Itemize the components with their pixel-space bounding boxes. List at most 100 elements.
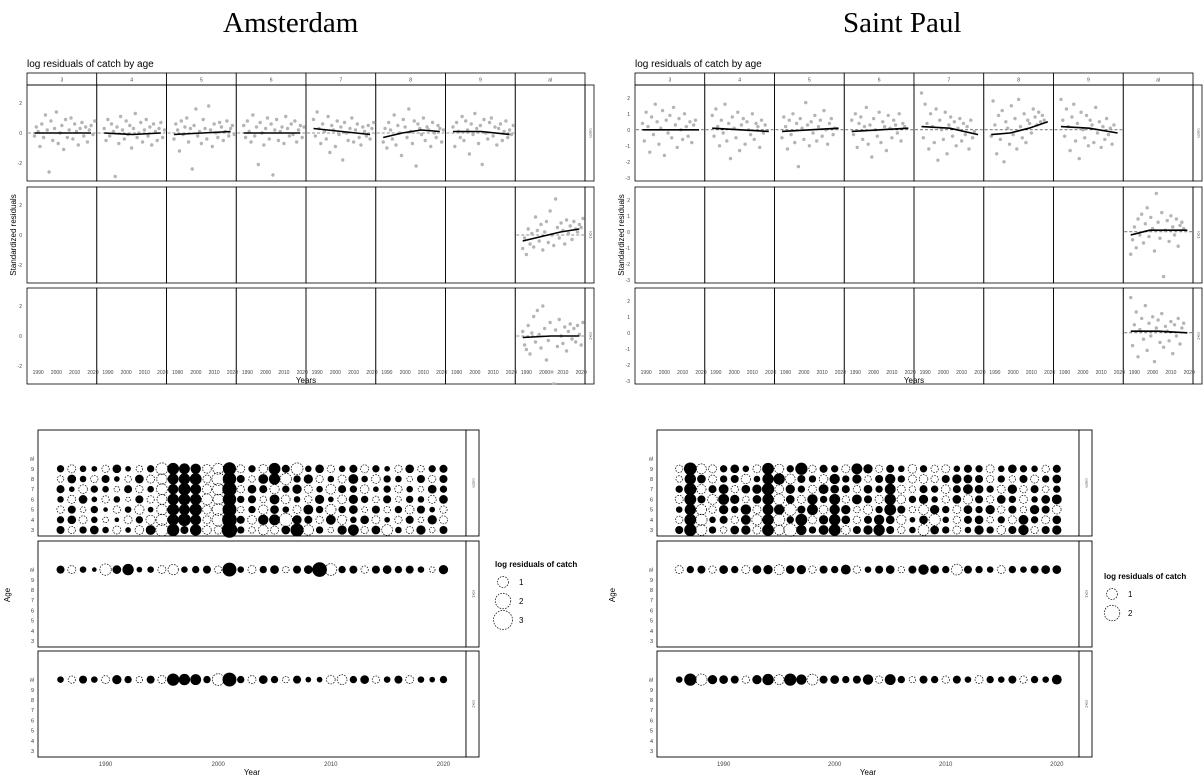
residual-point [564, 218, 569, 222]
y-tick-label: -3 [626, 379, 631, 385]
catch-residual-bubble [189, 473, 202, 485]
residual-point [899, 139, 903, 143]
idx1-residual-bubble [91, 567, 97, 572]
catch-residual-bubble [146, 495, 155, 504]
y-tick-label: 1 [627, 112, 630, 118]
idx2-residual-bubble [842, 675, 850, 684]
catch-residual-bubble [773, 473, 785, 485]
age-tick-label: 9 [650, 467, 653, 473]
catch-residual-bubble [841, 515, 851, 525]
residual-point [82, 134, 86, 138]
idx2-residual-bubble [316, 676, 323, 683]
residual-point [793, 140, 797, 145]
idx1-residual-bubble [864, 566, 872, 573]
catch-residual-bubble [695, 524, 708, 536]
residual-point [394, 143, 398, 147]
catch-residual-bubble [258, 474, 269, 484]
y-tick-label: 0 [19, 233, 22, 239]
catch-residual-bubble [917, 524, 930, 536]
catch-residual-bubble [1019, 474, 1028, 484]
catch-residual-bubble [986, 474, 995, 484]
residual-point [502, 129, 506, 134]
idx1-residual-bubble [214, 565, 223, 574]
catch-residual-bubble [360, 495, 369, 504]
residual-point [1152, 249, 1157, 253]
residuals-chart-saint-paul: log residuals of catch by age 3 4 5 6 7 8 9 al ca… [617, 59, 1203, 385]
facet-panel [1053, 186, 1124, 284]
catch-residual-bubble [863, 515, 873, 524]
x-tick-label: 1990 [641, 370, 652, 376]
residual-point [320, 122, 325, 126]
y-tick-label: 1 [627, 315, 630, 321]
facet-panel [843, 84, 915, 182]
catch-residual-bubble [719, 475, 728, 483]
residual-point [524, 347, 529, 352]
residual-point [464, 119, 468, 123]
idx2-residual-bubble [695, 673, 708, 686]
catch-residual-bubble [303, 504, 314, 515]
residual-point [664, 118, 668, 122]
idx1-residual-bubble [808, 565, 817, 574]
catch-residual-bubble [79, 465, 87, 473]
residual-point [1079, 110, 1083, 114]
residual-point [439, 140, 444, 144]
residual-point [1022, 112, 1026, 116]
y-axis-label: Standardized residuals [617, 194, 626, 275]
idx2-residual-bubble [146, 675, 155, 684]
facet-panel [1122, 287, 1194, 385]
idx1-residual-bubble [686, 565, 694, 574]
idx2-residual-bubble [282, 675, 290, 684]
x-tick-label: 2000 [539, 370, 550, 376]
catch-residual-bubble [190, 524, 202, 536]
residual-point [1134, 246, 1138, 250]
residual-point [1161, 274, 1166, 279]
residual-point [660, 108, 665, 113]
catch-residual-bubble [237, 495, 245, 504]
residual-point [487, 120, 492, 125]
catch-residual-bubble [383, 475, 391, 483]
residual-point [807, 144, 812, 148]
residual-point [522, 343, 527, 347]
catch-residual-bubble [416, 505, 425, 514]
catch-residual-bubble [986, 526, 994, 534]
residual-point [680, 137, 685, 142]
residual-point [927, 147, 931, 151]
catch-residual-bubble [919, 515, 928, 525]
catch-residual-bubble [996, 484, 1006, 494]
residual-point [140, 140, 145, 144]
catch-residual-bubble [898, 465, 905, 473]
catch-residual-bubble [1041, 505, 1050, 514]
catch-residual-bubble [875, 464, 884, 473]
residual-point [1070, 115, 1074, 119]
residual-point [475, 126, 479, 131]
catch-residual-bubble [1031, 465, 1038, 473]
residual-point [1004, 120, 1008, 124]
catch-residual-bubble [135, 516, 144, 524]
residual-point [355, 122, 360, 126]
residual-point [1143, 303, 1148, 308]
residual-point [1005, 126, 1010, 130]
catch-residual-bubble [784, 503, 797, 516]
y-tick-label: 2 [19, 203, 22, 209]
catch-residual-bubble [315, 515, 324, 524]
residual-point [473, 111, 477, 116]
residual-point [827, 121, 832, 126]
residual-point [1174, 334, 1179, 338]
x-tick-label: 2020 [437, 762, 451, 768]
catch-residual-bubble [360, 525, 369, 535]
catch-residual-bubble [785, 484, 795, 494]
residual-point [947, 123, 951, 127]
residual-point [542, 230, 547, 234]
idx2-residual-bubble [57, 676, 64, 683]
age-tick-label: 7 [650, 708, 653, 714]
residual-point [805, 123, 810, 127]
catch-residual-bubble [302, 524, 314, 536]
catch-residual-bubble [762, 524, 774, 536]
catch-residual-bubble [852, 525, 861, 535]
catch-residual-bubble [248, 505, 256, 514]
residual-point [670, 136, 674, 140]
residual-point [1156, 220, 1160, 224]
loess-smoother-line [921, 125, 979, 136]
bubble-panel [37, 650, 467, 758]
catch-residual-bubble [102, 516, 109, 523]
